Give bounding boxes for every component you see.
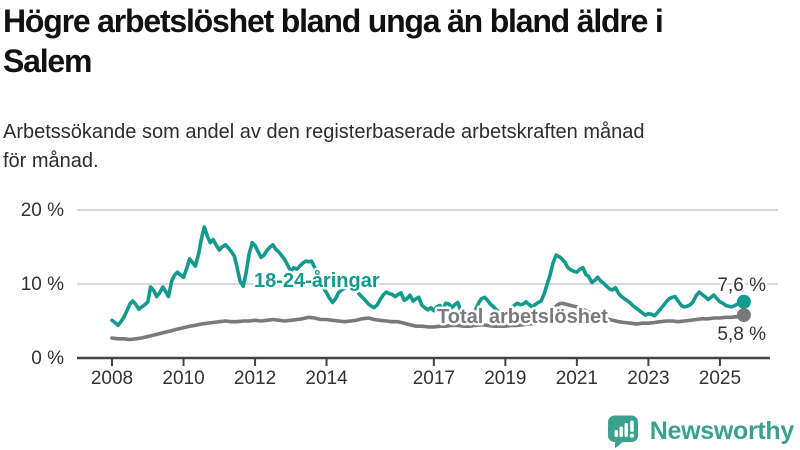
bar-chart-speech-bubble-icon bbox=[607, 415, 638, 449]
y-tick-label-10: 10 % bbox=[21, 274, 64, 295]
x-tick-label-2014: 2014 bbox=[305, 368, 348, 389]
x-tick-label-2021: 2021 bbox=[556, 368, 598, 389]
x-tick-label-2025: 2025 bbox=[699, 368, 741, 389]
end-dot-total bbox=[736, 308, 751, 323]
series-line-youth bbox=[110, 225, 746, 328]
y-tick-label-20: 20 % bbox=[21, 200, 64, 221]
y-tick-label-0: 0 % bbox=[31, 348, 64, 369]
x-tick-label-2017: 2017 bbox=[413, 368, 455, 389]
x-tick-label-2019: 2019 bbox=[484, 368, 526, 389]
brand-wordmark: Newsworthy bbox=[649, 416, 795, 445]
series-label-total: Total arbetslöshet bbox=[437, 306, 608, 328]
x-tick-label-2012: 2012 bbox=[234, 368, 276, 389]
end-dot-youth bbox=[736, 294, 751, 309]
newsworthy-logo[interactable]: Newsworthy bbox=[605, 413, 794, 449]
x-tick-label-2023: 2023 bbox=[627, 368, 669, 389]
end-value-label-total: 5,8 % bbox=[717, 324, 766, 345]
series-line-total bbox=[110, 301, 746, 342]
page-title: Högre arbetslöshet bland unga än bland ä… bbox=[3, 1, 783, 81]
end-value-label-youth: 7,6 % bbox=[717, 275, 766, 296]
chart-subtitle: Arbetssökande som andel av den registerb… bbox=[3, 118, 787, 176]
chart-subtitle-line2: för månad. bbox=[3, 150, 99, 172]
page-title-line1: Högre arbetslöshet bland unga än bland ä… bbox=[3, 3, 664, 39]
x-tick-label-2008: 2008 bbox=[91, 368, 133, 389]
series-label-youth: 18-24-åringar bbox=[254, 269, 380, 292]
chart-subtitle-line1: Arbetssökande som andel av den registerb… bbox=[3, 121, 645, 143]
x-tick-label-2010: 2010 bbox=[162, 368, 204, 389]
page-title-line2: Salem bbox=[3, 43, 92, 79]
